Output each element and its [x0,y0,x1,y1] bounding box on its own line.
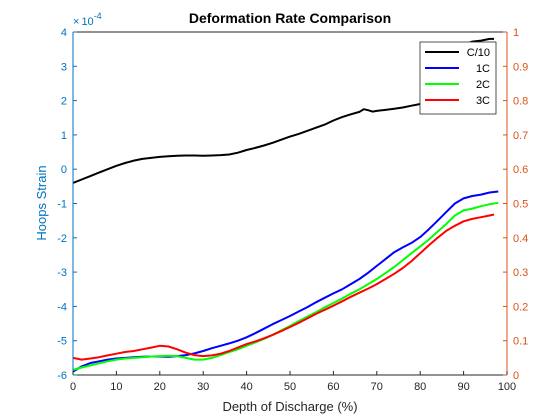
legend-label: 1C [476,63,490,75]
y-axis-label: Hoops Strain [34,165,49,240]
x-tick-label: 90 [457,381,469,393]
x-tick-label: 40 [240,381,252,393]
x-axis-label: Depth of Discharge (%) [222,399,357,414]
y-right-tick-label: 0.9 [513,61,528,73]
y-left-tick-label: -2 [57,233,67,245]
x-axis-ticks: 0 10 20 30 40 50 60 70 80 90 100 [70,371,516,393]
x-tick-label: 10 [110,381,122,393]
series-line-3 [72,213,495,361]
y-right-tick-label: 0.6 [513,164,528,176]
y-left-tick-label: -5 [57,336,67,348]
x-tick-label: 0 [70,381,76,393]
x-tick-label: 70 [371,381,383,393]
y-left-tick-label: 3 [61,61,67,73]
y-axis-right-ticks: 0 0.1 0.2 0.3 0.4 0.5 0.6 0.7 0.8 0.9 1 [503,27,528,382]
y-left-tick-label: -1 [57,199,67,211]
legend-box [419,41,497,115]
x-tick-label: 60 [327,381,339,393]
x-tick-label: 80 [414,381,426,393]
y-axis-left-ticks: -6 -5 -4 -3 -2 -1 0 1 2 3 4 [57,27,77,382]
y-left-tick-label: 1 [61,130,67,142]
y-right-tick-label: 0 [513,370,519,382]
legend: C/10 1C 2C 3C [419,41,497,115]
y-right-tick-label: 0.3 [513,267,528,279]
y-right-tick-label: 0.4 [513,233,528,245]
chart-title: Deformation Rate Comparison [189,10,391,26]
x-tick-label: 30 [197,381,209,393]
x-tick-label: 20 [154,381,166,393]
y-right-tick-label: 0.1 [513,336,528,348]
y-left-tick-label: 2 [61,96,67,108]
legend-label: 2C [476,79,490,91]
x-tick-label: 50 [284,381,296,393]
y-right-tick-label: 0.2 [513,301,528,313]
y-left-tick-label: -4 [57,301,67,313]
y-left-tick-label: 0 [61,164,67,176]
y-right-tick-label: 0.7 [513,130,528,142]
x-tick-label: 100 [498,381,516,393]
y-left-tick-label: -6 [57,370,67,382]
legend-label: 3C [476,95,490,107]
y-left-tick-label: 4 [61,27,67,39]
y-right-tick-label: 1 [513,27,519,39]
legend-label: C/10 [467,47,490,59]
y-left-tick-label: -3 [57,267,67,279]
y-right-tick-label: 0.5 [513,199,528,211]
y-right-tick-label: 0.8 [513,96,528,108]
